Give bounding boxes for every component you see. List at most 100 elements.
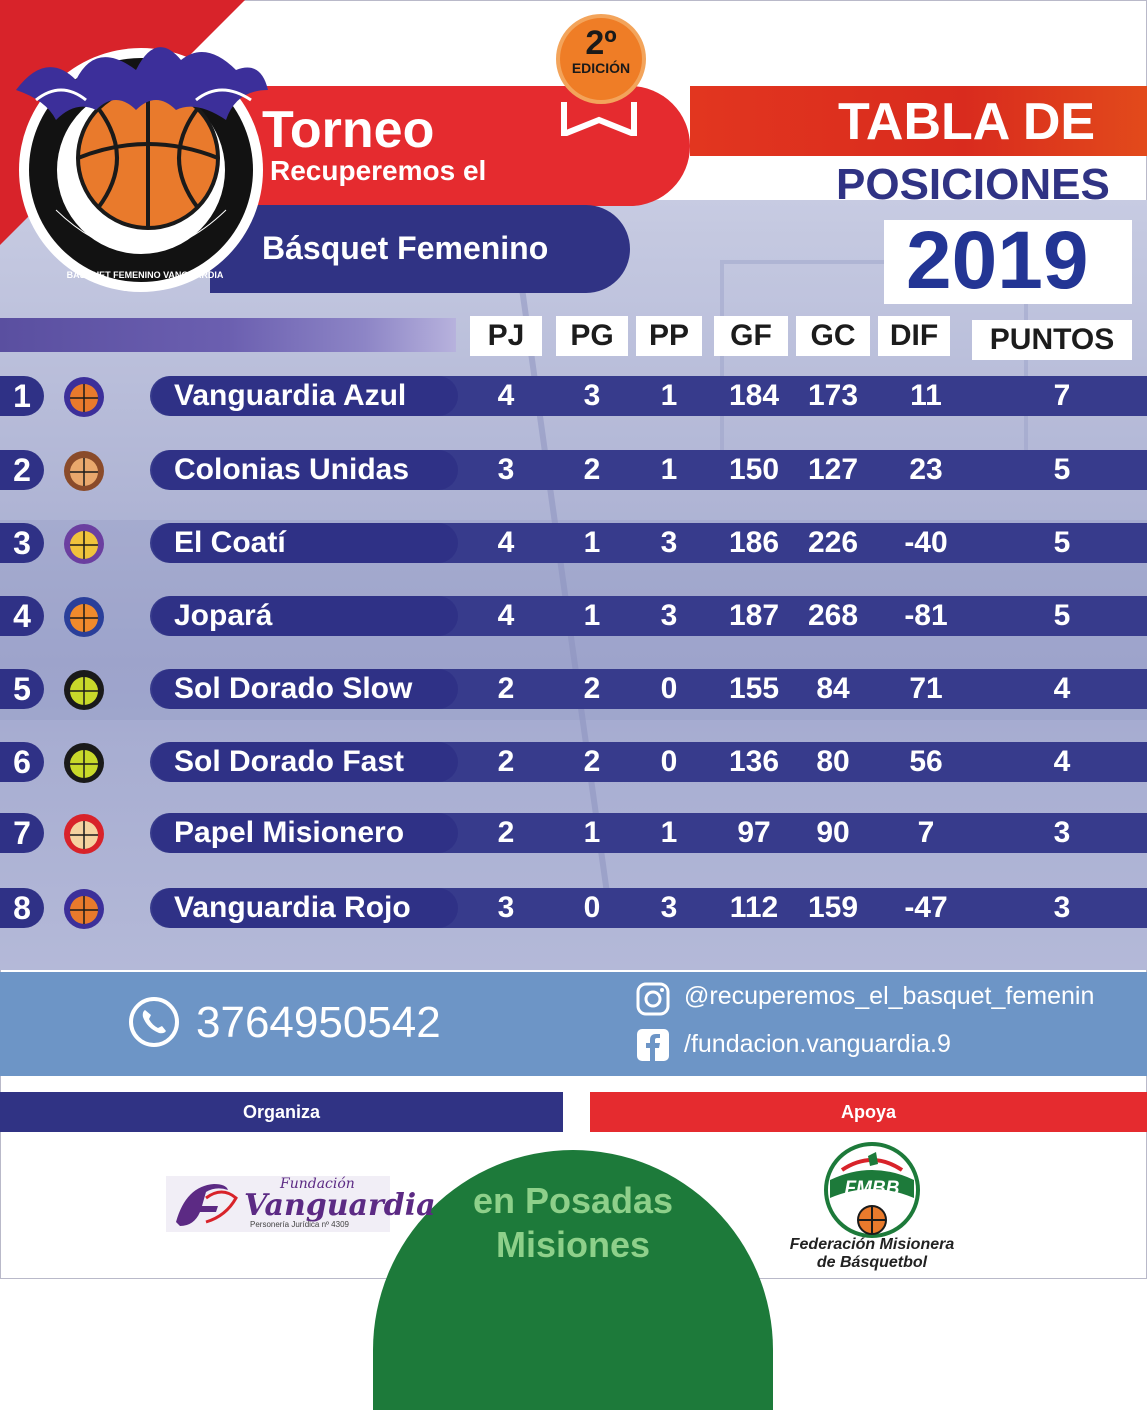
row-cell-pp: 1 [660, 816, 678, 849]
row-cell-dif: 56 [909, 745, 943, 778]
row-cell-pp: 0 [660, 672, 678, 705]
col-header-gf: GF [714, 316, 788, 356]
row-cell-pj: 3 [497, 453, 515, 486]
header-red-banner [230, 86, 690, 206]
col-header-puntos: PUNTOS [972, 320, 1132, 360]
title-torneo: Torneo [262, 101, 435, 159]
row-cell-gc: 84 [816, 672, 850, 705]
row-cell-gf: 187 [728, 599, 780, 632]
row-cell-gc: 127 [807, 453, 859, 486]
row-cell-pg: 1 [583, 526, 601, 559]
jopara-team-logo-icon [64, 597, 104, 637]
facebook-icon [637, 1029, 669, 1061]
organiza-bar: Organiza [0, 1092, 563, 1132]
row-cell-pg: 1 [583, 599, 601, 632]
row-cell-dif: -47 [904, 891, 948, 924]
row-cell-pp: 1 [660, 379, 678, 412]
vanguardia-team-logo-icon [64, 377, 104, 417]
row-cell-gf: 184 [728, 379, 780, 412]
row-cell-dif: 23 [909, 453, 943, 486]
title-basquet-femenino: Básquet Femenino [262, 230, 549, 266]
instagram-icon [636, 982, 670, 1016]
fundacion-vanguardia-logo [166, 1176, 390, 1232]
phone-number[interactable]: 3764950542 [196, 998, 441, 1047]
row-rank: 3 [0, 523, 44, 563]
row-cell-pg: 3 [583, 379, 601, 412]
row-cell-pj: 3 [497, 891, 515, 924]
fundacion-name: Vanguardia [244, 1188, 436, 1223]
fmbb-name-line2: de Básquetbol [816, 1254, 928, 1271]
row-cell-dif: 11 [910, 379, 942, 412]
row-cell-gf: 97 [737, 816, 771, 849]
col-header-gc: GC [796, 316, 870, 356]
phone-icon [129, 997, 179, 1047]
row-cell-pj: 4 [497, 599, 515, 632]
coati-team-logo-icon [64, 524, 104, 564]
row-cell-gf: 136 [728, 745, 780, 778]
row-cell-puntos: 3 [1053, 891, 1071, 924]
row-team-name: Colonias Unidas [152, 450, 458, 490]
fundacion-word: Fundación [280, 1176, 355, 1192]
row-cell-puntos: 4 [1053, 745, 1071, 778]
row-cell-gf: 150 [728, 453, 780, 486]
fmbb-name-line1: Federación Misionera [789, 1236, 955, 1253]
header-gradient-strip [0, 318, 456, 352]
row-rank: 4 [0, 596, 44, 636]
row-cell-gc: 90 [816, 816, 850, 849]
row-cell-pj: 2 [497, 745, 515, 778]
row-team-name: Vanguardia Azul [152, 376, 458, 416]
title-posiciones: POSICIONES [836, 160, 1110, 209]
location-line2: Misiones [495, 1224, 651, 1265]
row-cell-gc: 80 [816, 745, 850, 778]
row-cell-gc: 268 [807, 599, 859, 632]
year-box [884, 220, 1132, 304]
row-cell-dif: 7 [917, 816, 935, 849]
location-line1: en Posadas [472, 1180, 674, 1221]
row-cell-puntos: 3 [1053, 816, 1071, 849]
title-tabla-de: TABLA DE [838, 93, 1096, 151]
row-cell-pg: 2 [583, 672, 601, 705]
row-cell-puntos: 4 [1053, 672, 1071, 705]
vanguardia-team-logo-icon [64, 889, 104, 929]
row-rank: 7 [0, 813, 44, 853]
sol-dorado-team-logo-icon [64, 670, 104, 710]
row-cell-dif: 71 [909, 672, 943, 705]
row-cell-pj: 4 [497, 526, 515, 559]
fmbb-logo [824, 1142, 920, 1238]
row-team-name: Jopará [152, 596, 458, 636]
medal-ribbon-icon [561, 102, 637, 136]
col-header-pj: PJ [470, 316, 542, 356]
row-cell-puntos: 7 [1053, 379, 1071, 412]
contact-band [0, 972, 1147, 1076]
row-team-name: Sol Dorado Slow [152, 669, 458, 709]
fmbb-badge-text: FMBB [844, 1178, 900, 1199]
row-cell-pg: 2 [583, 745, 601, 778]
row-cell-pg: 0 [583, 891, 601, 924]
row-cell-puntos: 5 [1053, 453, 1071, 486]
title-recuperemos: Recuperemos el [270, 155, 487, 186]
row-cell-pj: 2 [497, 816, 515, 849]
row-team-name: Vanguardia Rojo [152, 888, 458, 928]
edition-number: 2º [585, 24, 617, 62]
row-cell-pp: 3 [660, 891, 678, 924]
instagram-handle[interactable]: @recuperemos_el_basquet_femenin [684, 982, 1095, 1010]
row-cell-gf: 112 [729, 891, 779, 924]
row-rank: 1 [0, 376, 44, 416]
row-cell-pj: 4 [497, 379, 515, 412]
row-cell-pg: 1 [583, 816, 601, 849]
row-cell-gc: 159 [807, 891, 859, 924]
row-rank: 5 [0, 669, 44, 709]
row-cell-dif: -81 [904, 599, 948, 632]
row-cell-pg: 2 [583, 453, 601, 486]
row-cell-gc: 226 [807, 526, 859, 559]
header-right-red-band [690, 86, 1147, 156]
row-cell-dif: -40 [904, 526, 948, 559]
apoya-bar: Apoya [590, 1092, 1147, 1132]
facebook-handle[interactable]: /fundacion.vanguardia.9 [684, 1030, 951, 1058]
row-cell-gc: 173 [807, 379, 859, 412]
edition-medal: 2º EDICIÓN [556, 14, 646, 104]
sol-dorado-team-logo-icon [64, 743, 104, 783]
col-header-pp: PP [636, 316, 702, 356]
row-team-name: El Coatí [152, 523, 458, 563]
row-cell-pj: 2 [497, 672, 515, 705]
